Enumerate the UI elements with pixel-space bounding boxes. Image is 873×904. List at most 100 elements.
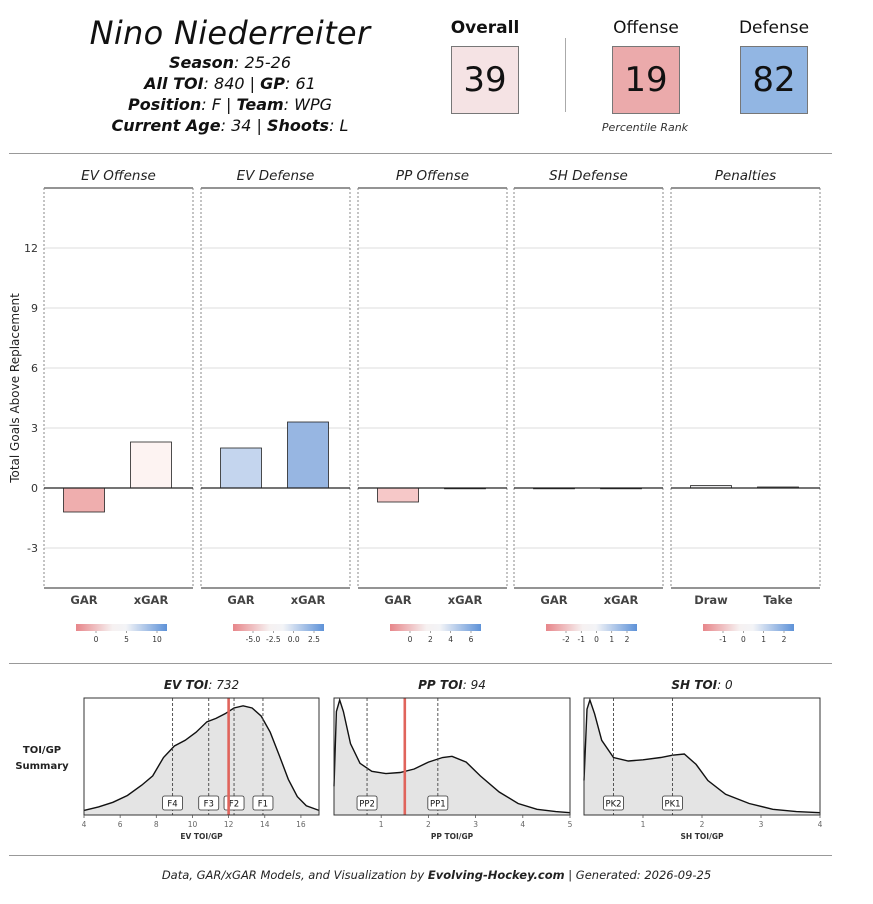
line-marker-label: PP1 (430, 800, 446, 810)
defense-label: Defense (738, 18, 810, 38)
overall-label: Overall (450, 18, 520, 38)
legend-tick-label: 0 (741, 635, 746, 644)
category-label: GAR (227, 593, 254, 607)
line-marker-label: PK1 (664, 800, 680, 810)
bar-xgar (130, 441, 172, 489)
category-label: xGAR (134, 593, 169, 607)
category-label: GAR (384, 593, 411, 607)
color-scale-legend (703, 624, 794, 631)
season-value: 25-26 (244, 53, 292, 72)
footer-brand[interactable]: Evolving-Hockey.com (427, 868, 565, 882)
toi-panel-title: PP TOI: 94 (418, 678, 486, 692)
x-axis-title: EV TOI/GP (180, 832, 223, 841)
y-axis-title: Total Goals Above Replacement (8, 293, 22, 484)
line-marker-label: F1 (258, 800, 268, 810)
panel-title: EV Defense (237, 168, 315, 184)
line-marker-box (198, 795, 220, 811)
overall-rank: Overall 39 (440, 18, 530, 114)
line-marker-box (662, 795, 683, 811)
category-label: Draw (694, 593, 728, 607)
season-label: Season (168, 53, 235, 72)
age-label: Current Age (111, 116, 221, 135)
legend-tick-label: -1 (578, 635, 586, 644)
offense-rank: Offense 19 (601, 18, 691, 114)
gar-panel-pp-offense: PP Offense GAR xGAR 0 2 4 6 (357, 168, 508, 644)
divider-middle (9, 663, 832, 664)
line-marker-label: PP2 (359, 800, 375, 810)
position-value: F (211, 95, 221, 114)
bar-xgar (287, 421, 329, 489)
x-axis-title: PP TOI/GP (431, 832, 474, 841)
legend-tick-label: 2.5 (308, 635, 320, 644)
season-line: Season: 25-26 (168, 53, 292, 72)
legend-tick-label: 2 (782, 635, 787, 644)
legend-tick-label: 10 (152, 635, 162, 644)
divider-top (9, 153, 832, 154)
density-line (83, 705, 320, 812)
toi-panel-title: EV TOI: 732 (164, 678, 239, 692)
line-marker-box (356, 795, 378, 811)
toi-title-value: 0 (725, 678, 733, 692)
rank-divider (565, 38, 566, 112)
x-tick-label: 2 (700, 820, 705, 829)
legend-tick-label: -2.5 (266, 635, 281, 644)
gar-panel-ev-offense: EV Offense GAR xGAR 0 5 10 (43, 168, 194, 644)
x-tick-label: 8 (154, 820, 159, 829)
toi-value: 840 (214, 74, 245, 93)
bar-gar (63, 487, 105, 513)
percentile-rank-caption: Percentile Rank (601, 121, 689, 134)
gar-panel-sh-defense: SH Defense GAR xGAR -2 -1 0 1 2 (513, 168, 664, 644)
legend-tick-label: 0 (594, 635, 599, 644)
gp-value: 61 (295, 74, 316, 93)
y-tick-label: 3 (31, 422, 38, 435)
category-label: GAR (70, 593, 97, 607)
summary-label: Summary (15, 761, 69, 772)
shoots-value: L (339, 116, 349, 135)
x-tick-label: 4 (520, 820, 525, 829)
footer-prefix: Data, GAR/xGAR Models, and Visualization… (161, 868, 425, 882)
divider-bottom (9, 855, 832, 856)
gar-panel-penalties: Penalties Draw Take -1 0 1 2 (670, 168, 821, 644)
offense-label: Offense (613, 18, 679, 38)
y-tick-label: 9 (31, 302, 38, 315)
color-scale-legend (390, 624, 481, 631)
legend-tick-label: -5.0 (246, 635, 261, 644)
line-marker-box (162, 795, 183, 811)
position-label: Position (127, 95, 202, 114)
age-value: 34 (231, 116, 252, 135)
x-tick-label: 2 (426, 820, 431, 829)
category-label: xGAR (291, 593, 326, 607)
line-marker-label: F3 (204, 800, 214, 810)
density-area (84, 705, 319, 815)
toi-title-value: 732 (216, 678, 239, 692)
toi-title-label: EV TOI (164, 678, 209, 692)
footer-generated: | Generated: 2026-09-25 (568, 868, 712, 882)
bar-gar (377, 487, 419, 503)
toi-title-label: PP TOI (418, 678, 463, 692)
category-label: Take (763, 593, 792, 607)
legend-tick-label: -1 (719, 635, 727, 644)
x-tick-label: 1 (641, 820, 646, 829)
line-marker-box (252, 795, 274, 811)
defense-value: 82 (740, 46, 808, 114)
bar-gar (220, 447, 262, 489)
overall-value: 39 (451, 46, 519, 114)
toi-title-label: SH TOI (671, 678, 717, 692)
legend-tick-label: 1 (761, 635, 766, 644)
legend-tick-label: -2 (562, 635, 570, 644)
gp-label: GP (260, 74, 285, 93)
offense-value: 19 (612, 46, 680, 114)
position-line: Position: F | Team: WPG (127, 95, 333, 114)
toi-panel-ev-toi: EV TOI: 732 F4 F3 F2 F1 4 6 8 10 12 14 16 EV TOI/GP (82, 678, 320, 841)
line-marker-label: PK2 (605, 800, 621, 810)
category-label: GAR (540, 593, 567, 607)
gar-bar-chart: Total Goals Above Replacement-3036912EV … (8, 168, 821, 644)
legend-tick-label: 2 (428, 635, 433, 644)
legend-tick-label: 6 (469, 635, 474, 644)
x-tick-label: 16 (296, 820, 306, 829)
category-label: xGAR (448, 593, 483, 607)
x-axis-title: SH TOI/GP (681, 832, 724, 841)
x-tick-label: 14 (260, 820, 270, 829)
line-marker-box (603, 795, 624, 811)
